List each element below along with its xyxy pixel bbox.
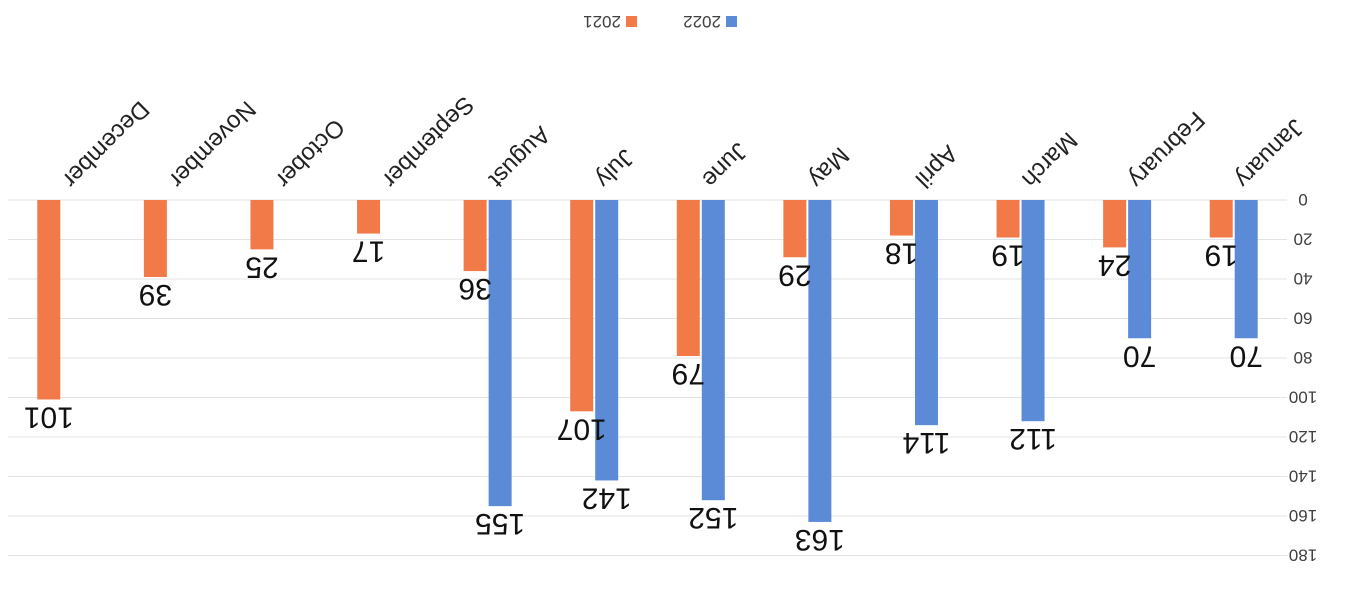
bar-2021-may	[783, 200, 807, 258]
bar-2021-october	[250, 200, 274, 250]
category-label-november: November	[164, 95, 261, 192]
data-label-2022-february: 70	[1123, 339, 1156, 372]
bar-2022-february	[1128, 200, 1152, 339]
legend-label-2022: 2022	[683, 12, 721, 31]
bar-2021-february	[1103, 200, 1127, 248]
data-label-2022-april: 114	[903, 426, 951, 459]
category-label-september: September	[377, 91, 479, 193]
data-label-2021-september: 17	[352, 235, 385, 268]
y-tick-label: 160	[1289, 506, 1317, 525]
category-label-august: August	[483, 121, 555, 193]
category-label-february: February	[1123, 106, 1210, 193]
category-label-march: March	[1016, 127, 1082, 193]
bar-2021-november	[143, 200, 167, 278]
category-label-december: December	[57, 95, 154, 192]
gridlines	[8, 199, 1287, 556]
y-tick-label: 0	[1298, 190, 1307, 209]
data-label-2021-december: 101	[24, 400, 74, 433]
bar-2022-march	[1021, 200, 1045, 422]
bar-2021-september	[357, 200, 381, 234]
data-label-2022-august: 155	[475, 507, 525, 540]
data-label-2021-november: 39	[139, 278, 172, 311]
data-label-2021-february: 24	[1098, 248, 1131, 281]
legend-swatch-2022	[726, 16, 737, 27]
data-label-2021-june: 79	[672, 357, 705, 390]
data-label-2021-april: 18	[885, 237, 918, 270]
data-label-2022-march: 112	[1009, 422, 1057, 455]
bar-2021-june	[676, 200, 700, 357]
y-tick-label: 180	[1289, 546, 1317, 565]
legend-swatch-2021	[626, 16, 637, 27]
category-label-may: May	[803, 142, 854, 193]
bar-2022-august	[488, 200, 512, 507]
data-label-2021-january: 19	[1205, 239, 1238, 272]
bar-2022-april	[914, 200, 938, 426]
y-axis-ticks: 0 20 40 60 80 100 120 140 160 180	[1289, 190, 1317, 565]
legend-label-2021: 2021	[583, 12, 621, 31]
category-label-june: June	[697, 137, 753, 193]
legend: 2022 2021	[583, 12, 737, 31]
y-tick-label: 20	[1294, 230, 1313, 249]
bar-2021-january	[1209, 200, 1233, 238]
category-label-january: January	[1229, 113, 1308, 192]
data-label-2021-july: 107	[557, 412, 607, 445]
bar-2022-july	[595, 200, 619, 481]
data-label-2021-august: 36	[458, 272, 491, 305]
data-label-2022-may: 163	[795, 523, 845, 556]
data-label-2021-october: 25	[245, 250, 278, 283]
bar-2021-march	[996, 200, 1020, 238]
y-tick-label: 100	[1289, 388, 1317, 407]
bar-2022-may	[808, 200, 832, 522]
bar-2021-december	[37, 200, 61, 400]
y-tick-label: 80	[1294, 348, 1313, 367]
data-label-2022-january: 70	[1230, 339, 1263, 372]
bar-2021-august	[463, 200, 487, 272]
data-label-2021-march: 19	[991, 239, 1024, 272]
data-label-2022-june: 152	[688, 501, 738, 534]
bar-2021-april	[889, 200, 913, 236]
bars	[37, 200, 1258, 522]
bar-2022-january	[1234, 200, 1258, 339]
category-label-october: October	[270, 113, 349, 192]
category-label-april: April	[910, 140, 963, 193]
data-label-2021-may: 29	[778, 258, 811, 291]
category-label-july: July	[590, 144, 639, 193]
y-tick-label: 140	[1289, 467, 1317, 486]
data-label-2022-july: 142	[582, 481, 632, 514]
bar-2021-july	[570, 200, 594, 412]
data-labels: 70 19 70 24 112 19 114 18 163 29 152 79 142 107 155 36 1…	[24, 235, 1263, 556]
y-tick-label: 40	[1294, 269, 1313, 288]
y-tick-label: 60	[1294, 309, 1313, 328]
y-tick-label: 120	[1289, 427, 1317, 446]
bar-2022-june	[701, 200, 725, 501]
